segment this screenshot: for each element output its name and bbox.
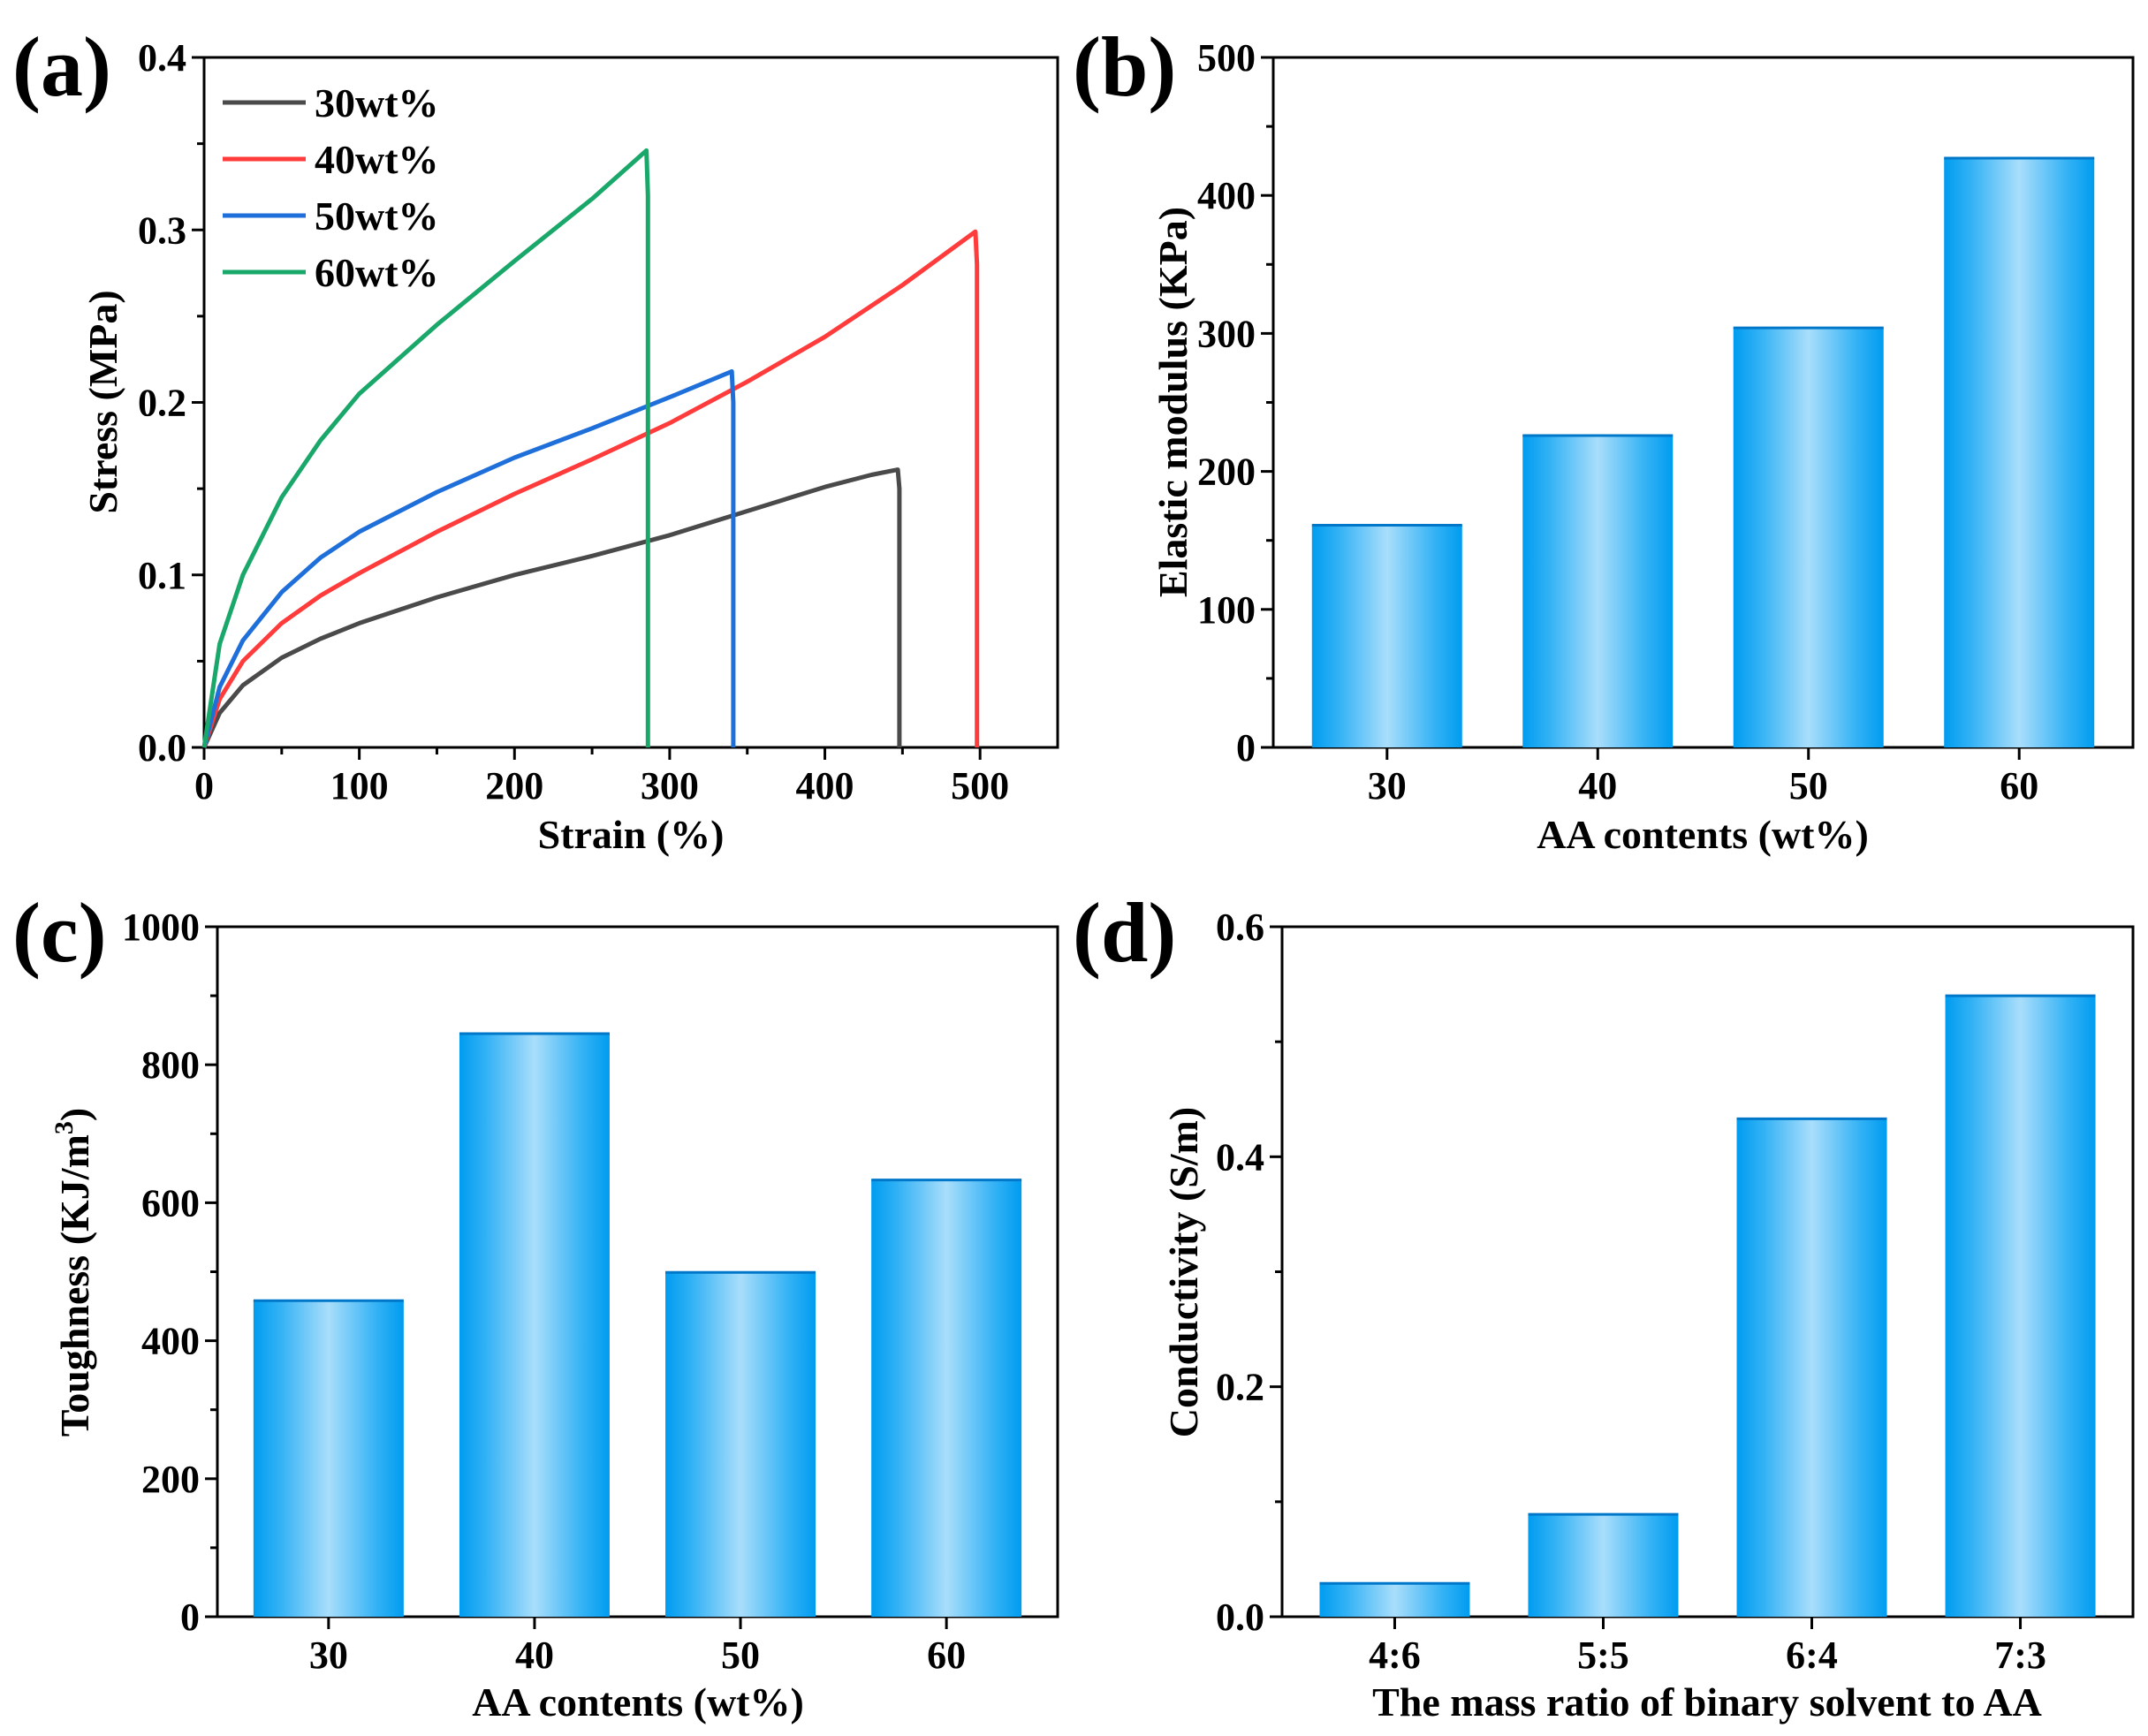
x-tick-label: 400 bbox=[796, 764, 854, 807]
x-tick-label: 30 bbox=[1368, 764, 1407, 807]
x-tick-label: 40 bbox=[515, 1634, 554, 1677]
panel-d-y-ticks: 0.0 0.2 0.4 0.6 bbox=[1216, 906, 1282, 1639]
bar-30 bbox=[1311, 525, 1462, 747]
x-tick-label: 40 bbox=[1578, 764, 1617, 807]
x-tick-label: 7:3 bbox=[1994, 1634, 2046, 1677]
panel-c-x-axis-label: AA contents (wt%) bbox=[472, 1679, 804, 1725]
panel-a-legend: 30wt% 40wt% 50wt% 60wt% bbox=[223, 80, 439, 295]
x-tick-label: 5:5 bbox=[1577, 1634, 1629, 1677]
panel-c-y-ticks: 0 200 400 600 800 1000 bbox=[122, 906, 217, 1639]
series-line-40wt% bbox=[201, 229, 980, 748]
panel-c-y-axis-label-superscript: 3 bbox=[49, 1121, 79, 1134]
panel-b-x-axis-label: AA contents (wt%) bbox=[1537, 812, 1869, 857]
bar-6:4 bbox=[1736, 1118, 1887, 1617]
y-tick-label: 200 bbox=[141, 1458, 200, 1501]
y-tick-label: 400 bbox=[1197, 174, 1256, 217]
x-tick-label: 60 bbox=[927, 1634, 966, 1677]
y-tick-label: 0.0 bbox=[1216, 1596, 1264, 1639]
x-tick-label: 30 bbox=[309, 1634, 348, 1677]
y-tick-label: 0.2 bbox=[138, 382, 186, 425]
x-tick-label: 50 bbox=[1789, 764, 1828, 807]
x-tick-label: 6:4 bbox=[1786, 1634, 1838, 1677]
series-line-60wt% bbox=[201, 148, 650, 748]
legend-label: 40wt% bbox=[315, 137, 439, 182]
y-tick-label: 400 bbox=[141, 1320, 200, 1363]
bar-40 bbox=[1522, 435, 1674, 747]
panel-b-bars: 30 40 50 60 bbox=[1311, 156, 2095, 807]
y-tick-label: 0.1 bbox=[138, 554, 186, 597]
panel-c-bars: 30 40 50 60 bbox=[253, 1032, 1022, 1677]
panel-c-toughness: (c) 0 200 400 600 800 1000 30 40 50 60 AA conten… bbox=[12, 885, 1059, 1725]
y-tick-label: 0.0 bbox=[138, 726, 186, 769]
y-tick-label: 0 bbox=[1236, 726, 1256, 769]
y-tick-label: 0 bbox=[180, 1596, 200, 1639]
panel-b-label: (b) bbox=[1073, 19, 1176, 114]
y-tick-label: 0.4 bbox=[1216, 1135, 1264, 1179]
y-tick-label: 500 bbox=[1197, 36, 1256, 80]
panel-a-x-axis-label: Strain (%) bbox=[538, 812, 725, 857]
x-tick-label: 50 bbox=[721, 1634, 760, 1677]
panel-a-y-axis-label: Stress (MPa) bbox=[80, 290, 125, 513]
panel-c-y-axis-label-suffix: ) bbox=[52, 1108, 97, 1121]
bar-30 bbox=[253, 1300, 404, 1617]
x-tick-label: 60 bbox=[2000, 764, 2038, 807]
x-tick-label: 500 bbox=[951, 764, 1009, 807]
y-tick-label: 0.4 bbox=[138, 36, 186, 80]
legend-label: 30wt% bbox=[315, 80, 439, 125]
bar-60 bbox=[871, 1179, 1022, 1617]
bar-5:5 bbox=[1528, 1514, 1679, 1617]
panel-d-y-axis-label: Conductivity (S/m) bbox=[1161, 1107, 1206, 1437]
panel-d-bars: 4:6 5:5 6:4 7:3 bbox=[1319, 994, 2096, 1677]
y-tick-label: 800 bbox=[141, 1043, 200, 1087]
x-tick-label: 200 bbox=[485, 764, 543, 807]
panel-b-y-axis-label: Elastic modulus (KPa) bbox=[1150, 207, 1195, 597]
panel-c-y-axis-label-main: Toughness (KJ/m bbox=[52, 1134, 97, 1437]
y-tick-label: 200 bbox=[1197, 451, 1256, 494]
panel-d-x-axis-label: The mass ratio of binary solvent to AA bbox=[1372, 1679, 2042, 1725]
panel-d-conductivity: (d) 0.0 0.2 0.4 0.6 4:6 5:5 6:4 7:3 The mass r… bbox=[1073, 885, 2135, 1725]
x-tick-label: 300 bbox=[641, 764, 699, 807]
bar-60 bbox=[1944, 158, 2095, 747]
panel-a-series bbox=[201, 148, 980, 749]
panel-a-x-ticks: 0 100 200 300 400 500 bbox=[194, 747, 1009, 807]
legend-label: 50wt% bbox=[315, 193, 439, 239]
panel-d-label: (d) bbox=[1073, 885, 1176, 980]
y-tick-label: 0.2 bbox=[1216, 1366, 1264, 1409]
x-tick-label: 0 bbox=[194, 764, 214, 807]
y-tick-label: 0.3 bbox=[138, 208, 186, 252]
y-tick-label: 600 bbox=[141, 1181, 200, 1224]
series-line-50wt% bbox=[201, 368, 736, 748]
y-tick-label: 100 bbox=[1197, 588, 1256, 632]
bar-50 bbox=[665, 1272, 816, 1617]
panel-c-label: (c) bbox=[12, 885, 107, 980]
panel-a-y-ticks: 0.0 0.1 0.2 0.3 0.4 bbox=[138, 36, 204, 769]
y-tick-label: 300 bbox=[1197, 312, 1256, 355]
x-tick-label: 100 bbox=[330, 764, 389, 807]
panel-c-y-axis-label: Toughness (KJ/m3) bbox=[49, 1108, 97, 1437]
bar-40 bbox=[459, 1034, 610, 1617]
panel-a-label: (a) bbox=[12, 19, 111, 114]
x-tick-label: 4:6 bbox=[1369, 1634, 1421, 1677]
series-line-30wt% bbox=[201, 467, 902, 749]
bar-4:6 bbox=[1319, 1583, 1470, 1617]
y-tick-label: 0.6 bbox=[1216, 906, 1264, 949]
bar-50 bbox=[1733, 328, 1884, 747]
panel-a-stress-strain: (a) 0.0 0.1 0.2 0.3 0.4 0 100 200 300 400 500 30w… bbox=[12, 19, 1059, 857]
panel-b-y-ticks: 0 100 200 300 400 500 bbox=[1197, 36, 1273, 769]
legend-label: 60wt% bbox=[315, 250, 439, 295]
panel-b-elastic-modulus: (b) 0 100 200 300 400 500 30 40 50 60 AA content… bbox=[1073, 19, 2135, 857]
y-tick-label: 1000 bbox=[122, 906, 200, 949]
bar-7:3 bbox=[1945, 996, 2096, 1617]
